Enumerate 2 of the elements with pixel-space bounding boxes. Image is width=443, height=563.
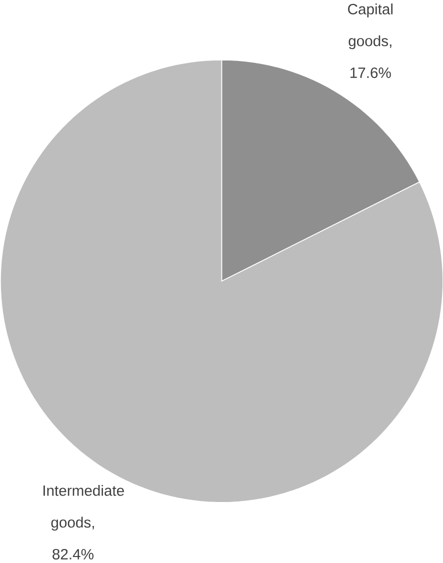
- category-label: Intermediate: [43, 484, 124, 496]
- category-label: Capital: [348, 4, 392, 18]
